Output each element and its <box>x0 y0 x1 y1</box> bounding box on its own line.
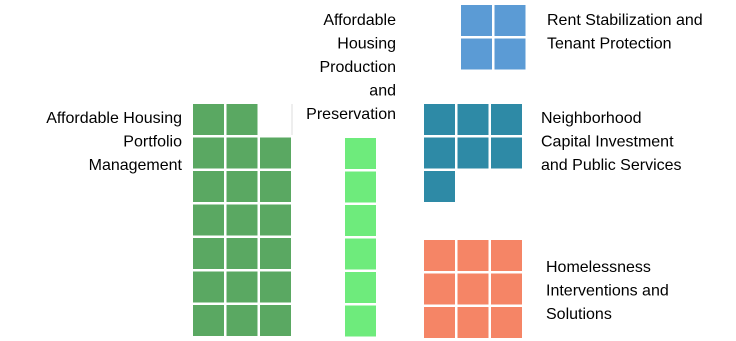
group-label-line: Housing <box>337 36 396 53</box>
waffle-cell <box>458 240 489 271</box>
waffle-cell <box>424 104 455 135</box>
waffle-cell <box>345 306 376 337</box>
waffle-cell <box>424 138 455 169</box>
group-label-line: Neighborhood <box>541 110 642 127</box>
group-label-line: Capital Investment <box>541 134 674 151</box>
waffle-group: Rent Stabilization and Tenant Protection <box>461 5 703 70</box>
waffle-cell <box>193 272 224 303</box>
waffle-cell <box>424 171 455 202</box>
waffle-cell <box>345 138 376 169</box>
waffle-group: Affordable Housing Portfolio Management <box>46 104 292 336</box>
waffle-cell <box>260 238 291 269</box>
waffle-cell <box>193 305 224 336</box>
waffle-cell <box>227 205 258 236</box>
group-label: Rent Stabilization and Tenant Protection <box>547 12 703 53</box>
waffle-cell <box>424 240 455 271</box>
group-label: Affordable Housing Portfolio Management <box>46 110 182 174</box>
group-label: Neighborhood Capital Investment and Public… <box>541 110 682 174</box>
group-label: Affordable Housing Production and Preservati… <box>306 12 396 123</box>
group-label-line: Portfolio <box>123 134 182 151</box>
group-label-line: Affordable Housing <box>46 110 182 127</box>
waffle-cell <box>495 5 526 36</box>
waffle-cell <box>458 307 489 338</box>
group-label-line: Tenant Protection <box>547 36 672 53</box>
waffle-cell <box>227 171 258 202</box>
group-label-line: Homelessness <box>546 259 651 276</box>
waffle-group: Affordable Housing Production and Preservati… <box>306 12 396 337</box>
waffle-cell <box>260 305 291 336</box>
waffle-cell <box>227 238 258 269</box>
group-label-line: Rent Stabilization and <box>547 12 703 29</box>
waffle-cell <box>260 138 291 169</box>
waffle-cell <box>491 307 522 338</box>
waffle-cell <box>227 104 258 135</box>
waffle-cell <box>260 272 291 303</box>
waffle-group: Neighborhood Capital Investment and Public… <box>424 104 682 202</box>
waffle-cell <box>193 205 224 236</box>
group-label-line: Management <box>89 157 183 174</box>
waffle-cell <box>458 138 489 169</box>
waffle-cell <box>461 5 492 36</box>
waffle-group: Homelessness Interventions and Solutions <box>424 240 669 338</box>
waffle-cell <box>260 171 291 202</box>
group-label-line: and Public Services <box>541 157 682 174</box>
waffle-cell <box>458 274 489 305</box>
waffle-cell <box>491 274 522 305</box>
waffle-cell <box>458 104 489 135</box>
waffle-cell <box>227 305 258 336</box>
waffle-cell <box>260 205 291 236</box>
group-label-line: Preservation <box>306 106 396 123</box>
waffle-cell <box>193 138 224 169</box>
waffle-cell <box>491 104 522 135</box>
waffle-cell <box>227 138 258 169</box>
waffle-cell <box>495 39 526 70</box>
waffle-cell <box>193 104 224 135</box>
waffle-cell <box>345 272 376 303</box>
waffle-cell <box>491 138 522 169</box>
group-label: Homelessness Interventions and Solutions <box>546 259 669 323</box>
group-label-line: Solutions <box>546 306 612 323</box>
waffle-cell <box>424 274 455 305</box>
waffle-cell <box>345 239 376 270</box>
waffle-cell <box>491 240 522 271</box>
group-label-line: and <box>369 83 396 100</box>
waffle-cell <box>227 272 258 303</box>
waffle-cell <box>193 238 224 269</box>
waffle-cell <box>193 171 224 202</box>
waffle-cell <box>461 39 492 70</box>
waffle-cell <box>424 307 455 338</box>
waffle-cell <box>345 205 376 236</box>
group-label-line: Interventions and <box>546 283 669 300</box>
group-label-line: Affordable <box>323 12 396 29</box>
group-label-line: Production <box>320 59 397 76</box>
waffle-cell <box>345 172 376 203</box>
